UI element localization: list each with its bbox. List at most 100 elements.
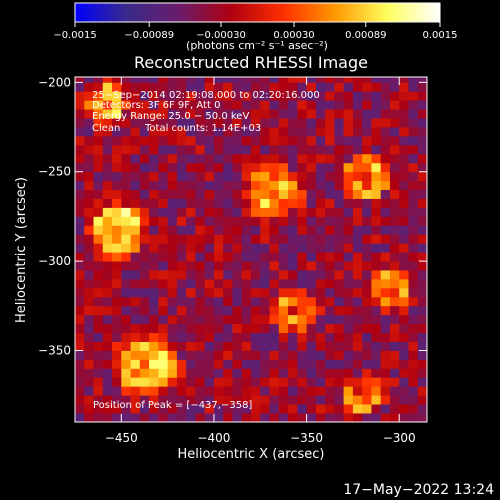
heatmap-cell [251,296,261,307]
heatmap-cell [362,368,372,378]
heatmap-cell [149,323,159,334]
heatmap-cell [84,296,94,307]
heatmap-cell [297,82,307,92]
heatmap-cell [389,225,400,235]
heatmap-cell [158,153,169,164]
heatmap-cell [204,118,215,128]
heatmap-cell [315,225,326,235]
heatmap-cell [315,395,326,405]
heatmap-cell [121,314,131,325]
heatmap-cell [306,180,317,191]
heatmap-cell [158,207,169,217]
heatmap-cell [204,377,215,387]
heatmap-cell [121,350,131,360]
heatmap-cell [139,162,150,173]
heatmap-cell [213,171,224,182]
heatmap-cell [232,395,243,405]
heatmap-cell [84,225,94,235]
heatmap-cell [306,386,317,396]
heatmap-cell [102,82,113,92]
heatmap-cell [176,270,187,280]
heatmap-cell [325,162,335,173]
heatmap-cell [176,180,187,191]
heatmap-cell [288,368,298,378]
heatmap-cell [167,404,178,414]
heatmap-cell [75,341,85,351]
heatmap-cell [306,144,317,155]
heatmap-cell [306,243,317,253]
heatmap-cell [232,341,243,351]
heatmap-cell [213,207,224,217]
heatmap-cell [251,404,261,414]
heatmap-cell [315,144,326,155]
heatmap-cell [371,323,382,334]
heatmap-cell [380,135,391,146]
heatmap-cell [186,234,196,244]
heatmap-cell [306,287,317,298]
heatmap-cell [352,144,363,155]
heatmap-cell [102,171,113,182]
heatmap-cell [297,314,307,325]
heatmap-cell [84,359,94,369]
heatmap-cell [288,350,298,360]
heatmap-cell [241,287,252,298]
heatmap-cell [325,153,335,164]
heatmap-cell [325,350,335,360]
heatmap-cell [297,180,307,191]
heatmap-cell [204,225,215,235]
heatmap-cell [278,270,289,280]
heatmap-cell [102,404,113,414]
heatmap-cell [343,404,354,414]
heatmap-cell [334,368,345,378]
heatmap-cell [102,77,113,83]
heatmap-cell [325,404,335,414]
heatmap-cell [223,135,233,146]
heatmap-cell [121,153,131,164]
heatmap-cell [149,395,159,405]
heatmap-cell [343,162,354,173]
heatmap-cell [251,395,261,405]
heatmap-cell [260,135,270,146]
heatmap-cell [139,234,150,244]
heatmap-cell [306,314,317,325]
heatmap-cell [75,225,85,235]
heatmap-cell [269,296,280,307]
heatmap-cell [232,404,243,414]
heatmap-cell [269,287,280,298]
heatmap-cell [269,189,280,199]
heatmap-cell [325,386,335,396]
heatmap-cell [204,234,215,244]
heatmap-cell [121,296,131,307]
heatmap-cell [213,270,224,280]
heatmap-cell [306,234,317,244]
heatmap-cell [158,109,169,119]
heatmap-cell [269,171,280,182]
heatmap-cell [130,350,141,360]
heatmap-cell [93,153,104,164]
heatmap-cell [232,368,243,378]
heatmap-cell [130,162,141,173]
heatmap-cell [325,234,335,244]
heatmap-cell [167,144,178,155]
heatmap-cell [278,341,289,351]
heatmap-cell [158,395,169,405]
heatmap-cell [213,162,224,173]
heatmap-cell [362,171,372,182]
heatmap-cell [269,314,280,325]
heatmap-cell [399,359,409,369]
heatmap-cell [297,198,307,208]
heatmap-cell [75,323,85,334]
heatmap-cell [149,207,159,217]
heatmap-cell [195,413,206,422]
heatmap-cell [269,404,280,414]
heatmap-cell [315,252,326,262]
plot-area: −450 −400 −350 −300−200−250−300−350 25−Sep−… [38,75,428,445]
y-tick-label: −350 [38,343,71,357]
heatmap-cell [130,368,141,378]
heatmap-cell [278,127,289,137]
heatmap-cell [93,395,104,405]
heatmap-cell [297,368,307,378]
heatmap-cell [269,127,280,137]
heatmap-cell [389,350,400,360]
heatmap-cell [278,296,289,307]
